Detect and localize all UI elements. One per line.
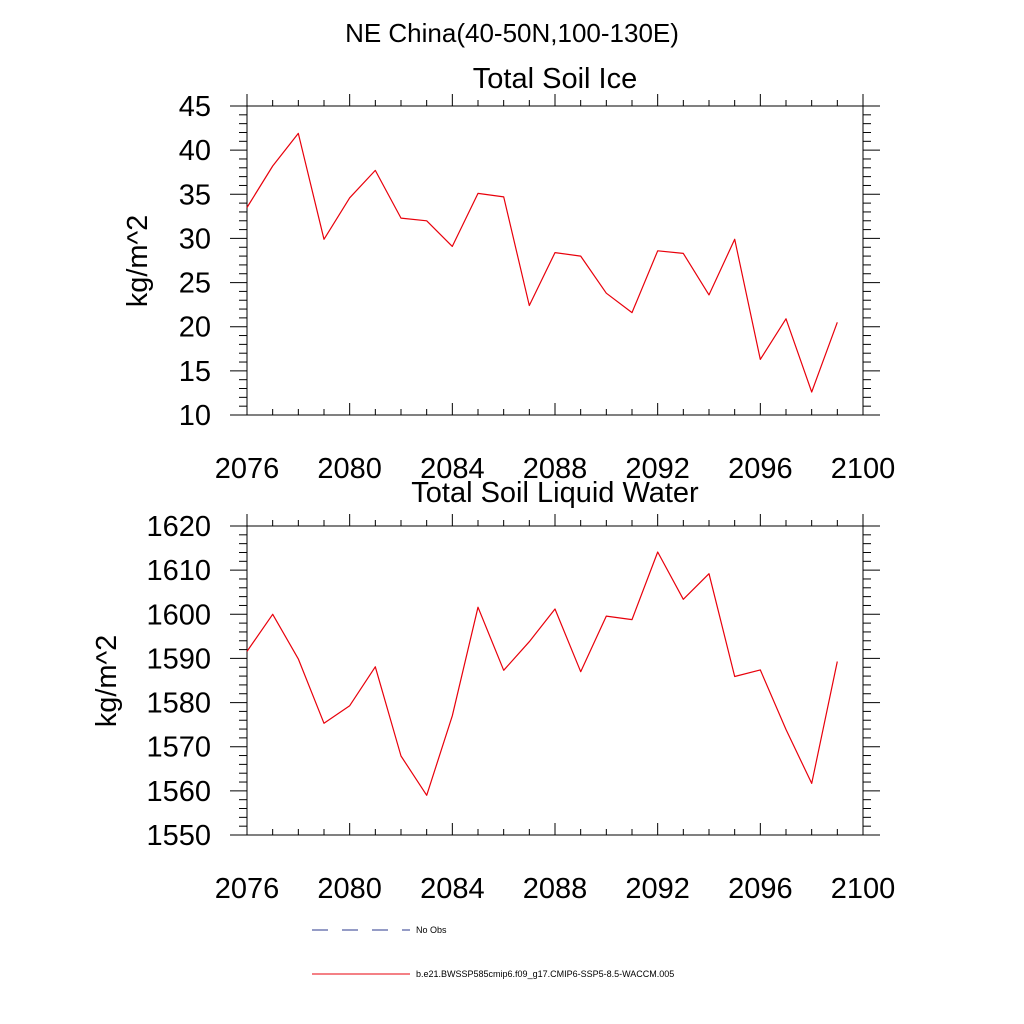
y-tick-label: 15 xyxy=(179,356,211,388)
plot-frame xyxy=(246,525,864,836)
y-tick-label: 1620 xyxy=(146,511,211,543)
series-line xyxy=(246,132,838,393)
legend-label-waccm: b.e21.BWSSP585cmip6.f09_g17.CMIP6-SSP5-8… xyxy=(416,969,674,979)
y-tick-label: 25 xyxy=(179,268,211,300)
y-tick-label: 35 xyxy=(179,179,211,211)
legend: No Obs b.e21.BWSSP585cmip6.f09_g17.CMIP6… xyxy=(312,925,674,979)
x-tick-label: 2100 xyxy=(831,873,896,905)
y-tick-label: 1570 xyxy=(146,732,211,764)
y-tick-label: 20 xyxy=(179,312,211,344)
legend-label-no-obs: No Obs xyxy=(416,925,447,935)
soil-liquid-water-panel: Total Soil Liquid Water kg/m^2 2076 2080 2… xyxy=(91,477,895,905)
y-tick-label: 45 xyxy=(179,91,211,123)
y-tick-label: 10 xyxy=(179,400,211,432)
x-tick-label: 2088 xyxy=(523,873,588,905)
soil-ice-panel: Total Soil Ice kg/m^2 2076 2080 2084 2088 20… xyxy=(122,63,895,485)
x-tick-label: 2092 xyxy=(625,873,690,905)
x-tick-label: 2080 xyxy=(317,453,382,485)
x-tick-label: 2076 xyxy=(215,873,280,905)
series-line xyxy=(246,551,838,796)
x-tick-label: 2080 xyxy=(317,873,382,905)
chart-title: Total Soil Ice xyxy=(473,63,637,95)
x-tick-label: 2100 xyxy=(831,453,896,485)
x-tick-label: 2096 xyxy=(728,873,793,905)
y-tick-label: 1590 xyxy=(146,643,211,675)
y-tick-label: 1610 xyxy=(146,555,211,587)
x-tick-label: 2088 xyxy=(523,453,588,485)
y-tick-label: 30 xyxy=(179,223,211,255)
chart-title: Total Soil Liquid Water xyxy=(411,477,699,509)
y-axis-label: kg/m^2 xyxy=(91,635,123,728)
y-axis-label: kg/m^2 xyxy=(122,215,154,308)
x-tick-label: 2076 xyxy=(215,453,280,485)
x-tick-label: 2084 xyxy=(420,873,485,905)
y-tick-label: 40 xyxy=(179,135,211,167)
x-tick-label: 2092 xyxy=(625,453,690,485)
x-tick-label: 2084 xyxy=(420,453,485,485)
y-tick-label: 1550 xyxy=(146,820,211,852)
x-tick-label: 2096 xyxy=(728,453,793,485)
page-title: NE China(40-50N,100-130E) xyxy=(345,18,679,48)
plot-frame xyxy=(246,105,864,416)
y-tick-label: 1600 xyxy=(146,599,211,631)
y-tick-label: 1580 xyxy=(146,688,211,720)
y-tick-label: 1560 xyxy=(146,776,211,808)
